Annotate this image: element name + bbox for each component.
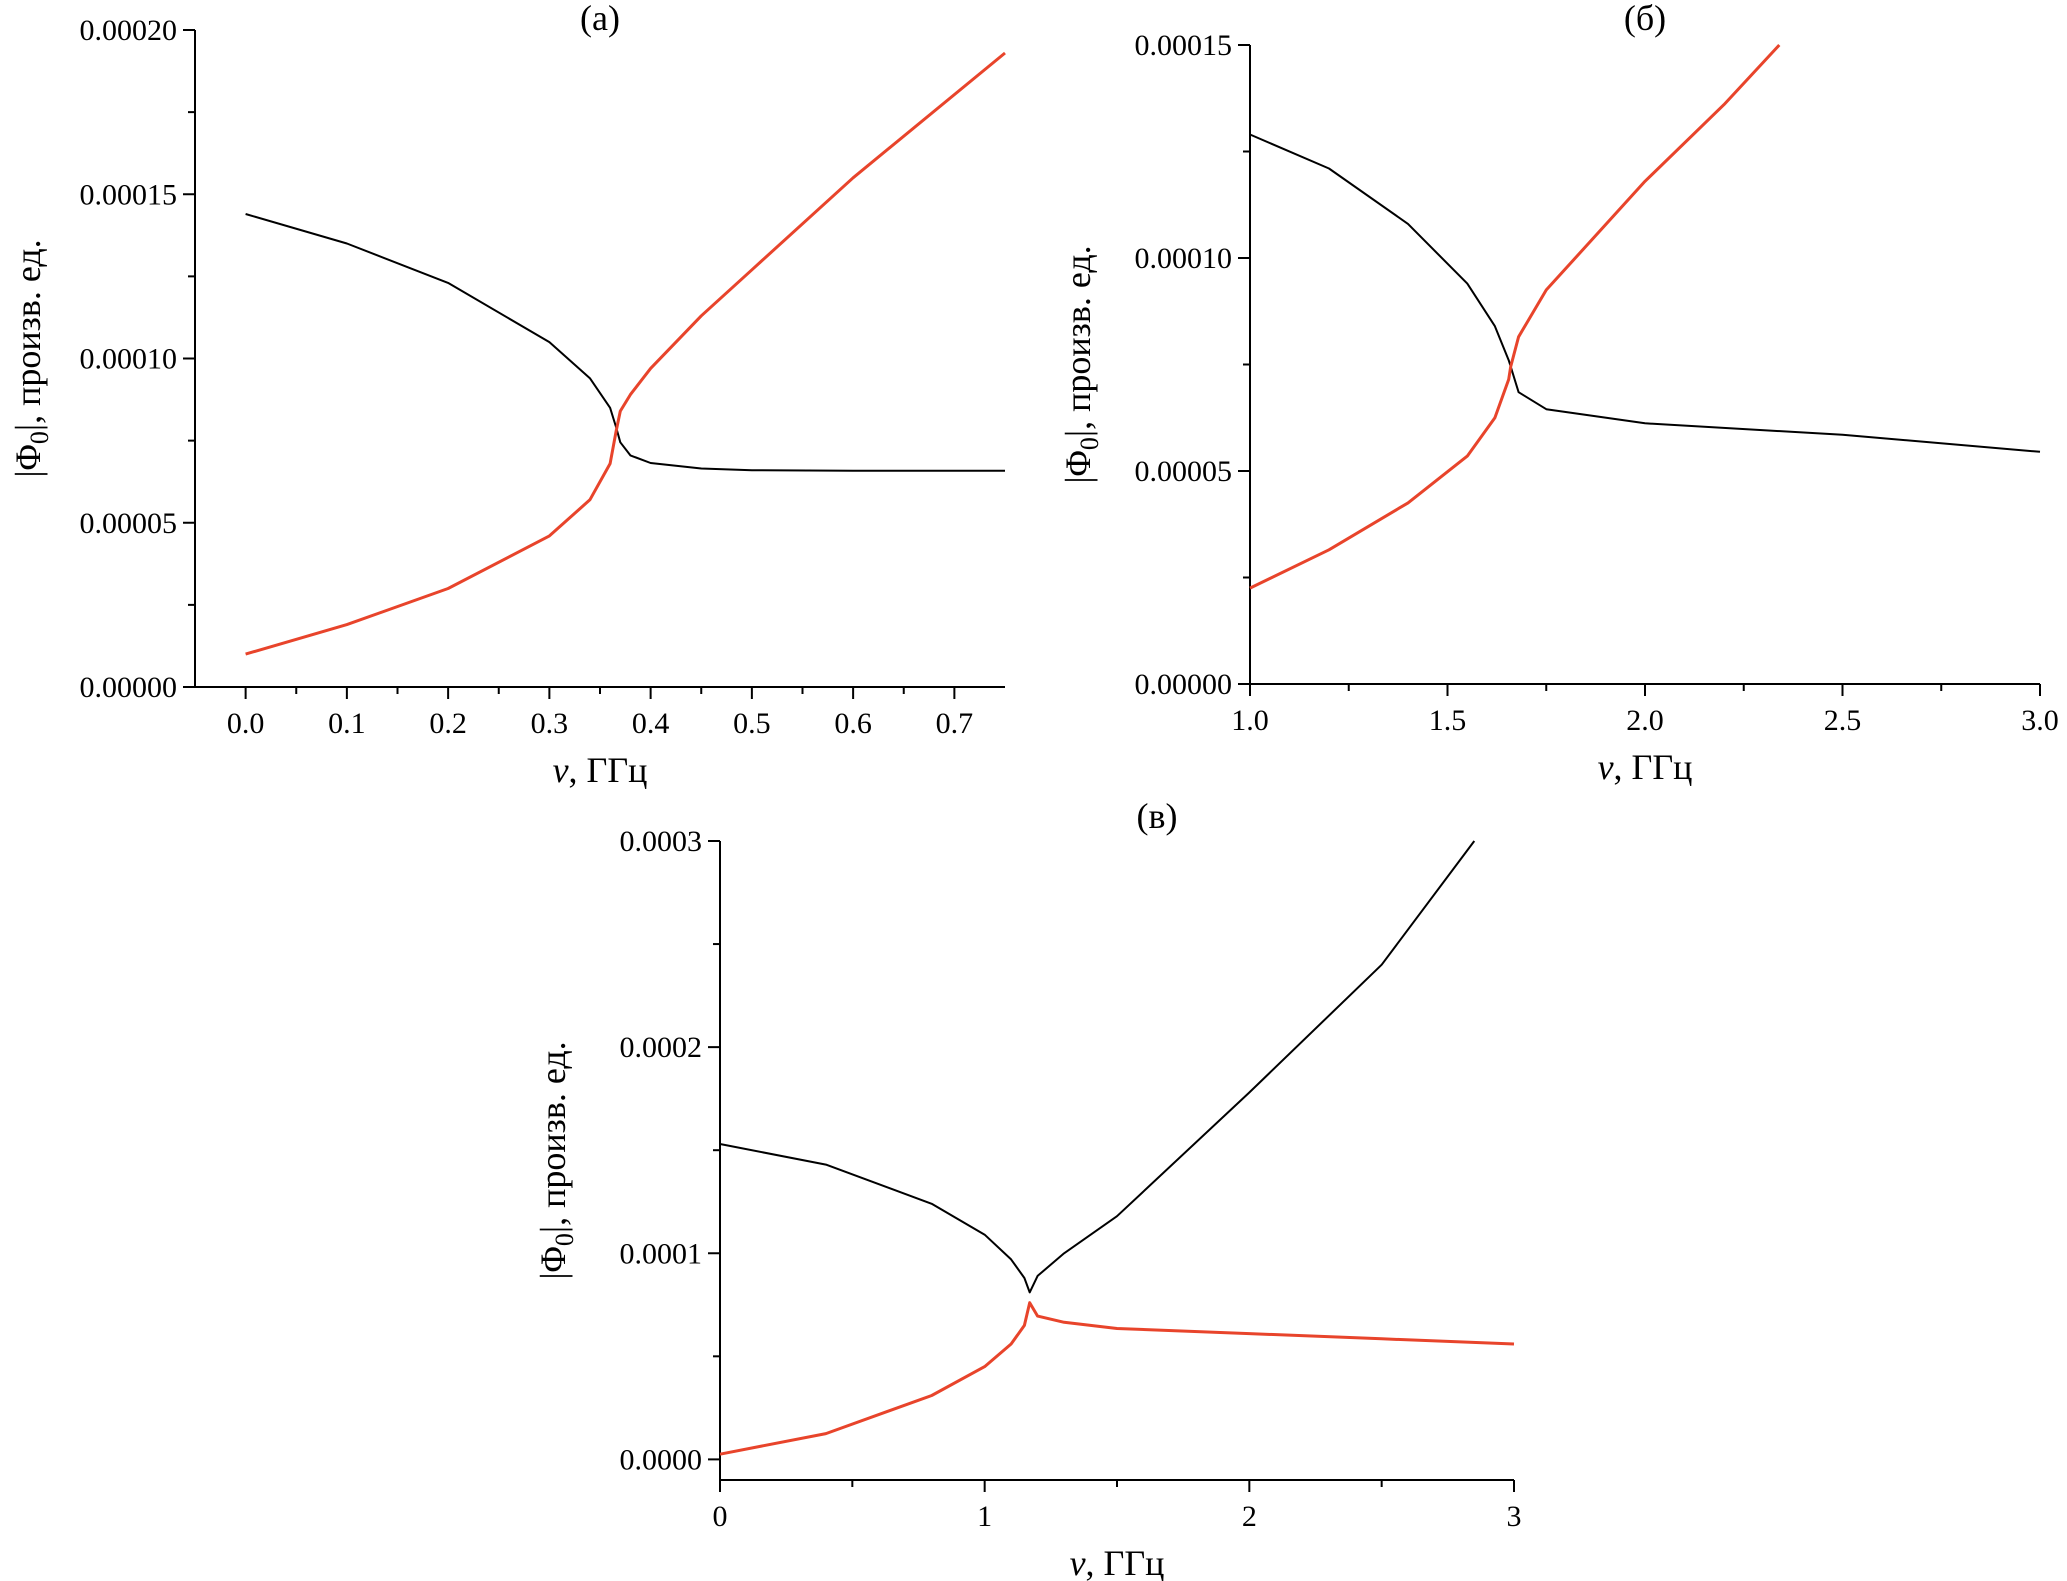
y-axis-title: |Φ0|, произв. ед. [8, 239, 54, 477]
y-tick-label: 0.00015 [1135, 29, 1233, 62]
x-axis-title: ν, ГГц [553, 750, 648, 790]
y-tick-label: 0.0000 [620, 1443, 703, 1476]
series-line-2 [719, 1301, 1515, 1456]
y-tick-label: 0.00005 [1135, 455, 1233, 488]
x-axis-title: ν, ГГц [1598, 747, 1693, 787]
panel-label: (в) [1137, 796, 1178, 836]
y-tick-label: 0.00015 [80, 178, 178, 211]
x-tick-label: 0.6 [834, 707, 872, 740]
series-line-2 [245, 51, 1006, 656]
series-line-1 [245, 213, 1005, 472]
x-tick-label: 0.0 [227, 707, 265, 740]
chart-panel-a: 0.00000 0.00005 0.00010 0.00015 0.00020 0.0 0.… [8, 0, 1006, 790]
y-tick-label: 0.0003 [620, 825, 703, 858]
x-tick-label: 0.4 [632, 707, 670, 740]
y-tick-label: 0.00005 [80, 507, 178, 540]
x-tick-label: 0.3 [531, 707, 569, 740]
x-tick-label: 1.0 [1231, 704, 1269, 737]
y-tick-label: 0.00000 [1135, 668, 1233, 701]
series-line-1 [1249, 133, 2041, 453]
series-line-1 [719, 840, 1476, 1294]
x-tick-label: 1.5 [1429, 704, 1467, 737]
x-tick-label: 0.7 [936, 707, 974, 740]
series-line-2 [1249, 43, 1781, 590]
x-tick-label: 3 [1507, 1500, 1522, 1533]
y-tick-label: 0.0001 [620, 1237, 703, 1270]
y-tick-label: 0.0002 [620, 1031, 703, 1064]
x-tick-label: 1 [977, 1500, 992, 1533]
x-tick-label: 3.0 [2021, 704, 2059, 737]
y-tick-label: 0.00020 [80, 14, 178, 47]
y-tick-label: 0.00010 [1135, 242, 1233, 275]
x-tick-label: 2.5 [1824, 704, 1862, 737]
x-tick-label: 0.5 [733, 707, 771, 740]
x-tick-label: 0.2 [429, 707, 467, 740]
y-axis-title: |Φ0|, произв. ед. [1058, 245, 1104, 483]
x-tick-label: 0 [713, 1500, 728, 1533]
y-tick-label: 0.00000 [80, 671, 178, 704]
x-tick-label: 0.1 [328, 707, 366, 740]
x-tick-label: 2.0 [1626, 704, 1664, 737]
y-axis-title: |Φ0|, произв. ед. [533, 1041, 579, 1279]
y-tick-label: 0.00010 [80, 343, 178, 376]
panel-label: (а) [580, 0, 620, 38]
chart-panel-v: 0.0000 0.0001 0.0002 0.0003 0 1 2 3 (в) ν, ГГц |Φ0… [533, 796, 1522, 1581]
x-axis-title: ν, ГГц [1070, 1543, 1165, 1581]
x-tick-label: 2 [1242, 1500, 1257, 1533]
panel-label: (б) [1624, 0, 1666, 38]
chart-panel-b: 0.00000 0.00005 0.00010 0.00015 1.0 1.5 2.0 2.5… [1058, 0, 2059, 787]
